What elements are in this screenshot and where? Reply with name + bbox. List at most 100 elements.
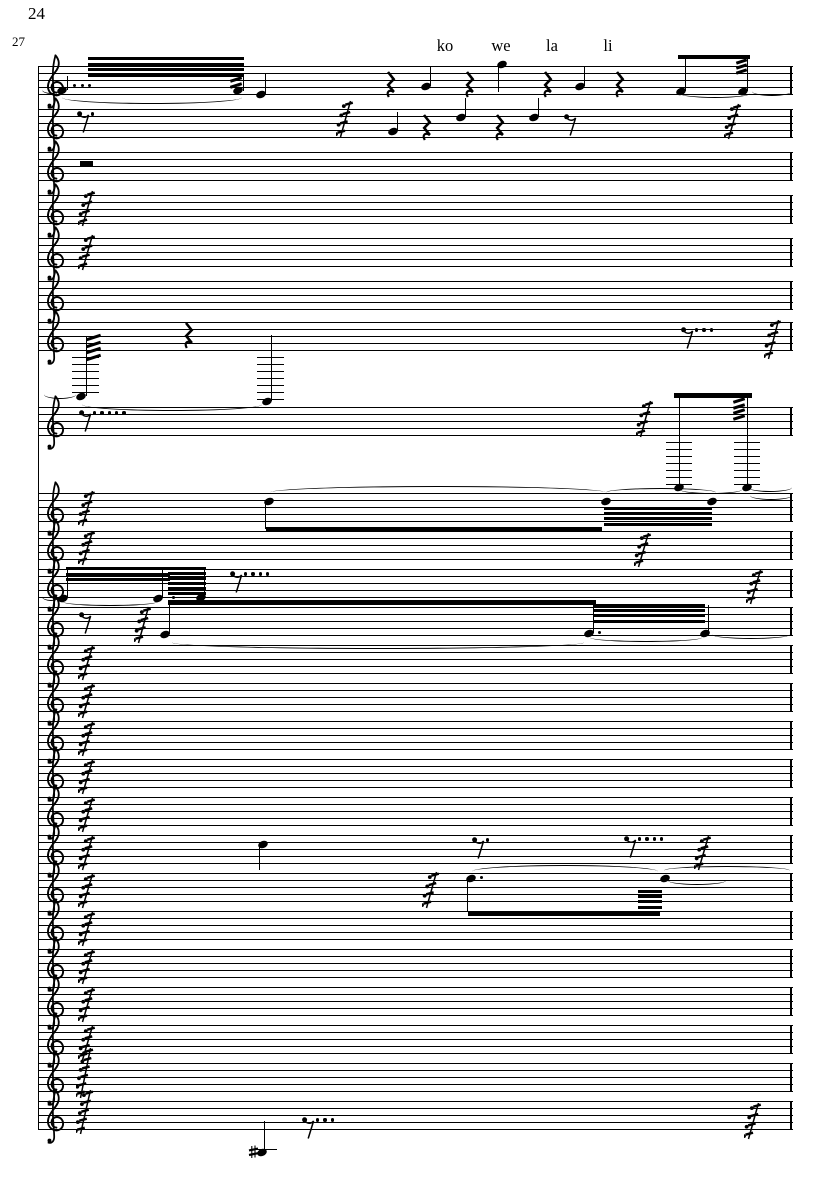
eighth-rest-icon[interactable]: [563, 113, 577, 137]
barline: [789, 683, 792, 712]
ledger-line: [734, 442, 760, 444]
beam: [168, 592, 206, 595]
tremolo-rest-icon[interactable]: [78, 835, 96, 871]
tremolo-rest-icon[interactable]: [76, 1047, 94, 1099]
quarter-rest-icon[interactable]: [182, 322, 194, 349]
lyric-syllable[interactable]: la: [546, 36, 558, 55]
tremolo-beams: [593, 604, 705, 607]
staff-lines: [38, 835, 793, 864]
note-stem: [264, 502, 266, 529]
eighth-rest-icon[interactable]: [623, 835, 637, 859]
quarter-rest-icon[interactable]: [541, 71, 553, 98]
barline: [789, 797, 792, 826]
slur: [62, 597, 158, 606]
eighth-rest-icon[interactable]: [471, 836, 485, 860]
ledger-line: [666, 456, 692, 458]
treble-clef-icon: [42, 139, 66, 197]
page-number: 24: [28, 4, 45, 23]
treble-clef-icon: [42, 96, 66, 154]
tremolo-rest-icon[interactable]: [78, 234, 96, 271]
eighth-rest-icon[interactable]: [78, 409, 92, 433]
barline: [789, 1101, 792, 1130]
augmentation-dot: [91, 112, 95, 116]
tremolo-rest-icon[interactable]: [78, 721, 96, 757]
barline: [789, 607, 792, 636]
staff-lines: [38, 281, 793, 310]
tremolo-beams: [638, 905, 662, 909]
note-stem: [242, 77, 244, 91]
treble-clef-icon: [42, 268, 66, 326]
tremolo-rest-icon[interactable]: [78, 797, 96, 833]
eighth-rest-icon[interactable]: [78, 611, 92, 635]
eighth-rest-icon[interactable]: [229, 570, 243, 594]
beam: [88, 62, 244, 66]
tremolo-rest-icon[interactable]: [422, 871, 440, 909]
note-stem: [264, 74, 266, 94]
staff-lines: [38, 109, 793, 138]
tremolo-beams: [593, 614, 705, 618]
eighth-rest-icon[interactable]: [301, 1116, 315, 1140]
barline: [789, 835, 792, 864]
tremolo-rest-icon[interactable]: [78, 949, 96, 985]
note-stem: [263, 1121, 265, 1153]
tremolo-rest-icon[interactable]: [746, 569, 764, 605]
treble-clef-icon: [42, 1088, 66, 1146]
note-stem: [537, 98, 539, 117]
staff-lines: [38, 531, 793, 560]
augmentation-dot: [88, 84, 92, 88]
quarter-rest-icon[interactable]: [493, 114, 505, 141]
beam: [674, 393, 752, 398]
ledger-line: [72, 364, 99, 366]
tie: [712, 630, 790, 639]
tremolo-rest-icon[interactable]: [78, 645, 96, 681]
tremolo-rest-icon[interactable]: [636, 400, 654, 438]
treble-clef-icon: [42, 309, 66, 367]
tremolo-rest-icon[interactable]: [78, 530, 96, 566]
tremolo-rest-icon[interactable]: [78, 490, 96, 527]
augmentation-dot: [638, 837, 642, 841]
lyric-syllable[interactable]: ko: [436, 36, 454, 55]
tremolo-rest-icon[interactable]: [724, 103, 742, 140]
ledger-line: [734, 456, 760, 458]
staff-lines: [38, 322, 793, 351]
tremolo-rest-icon[interactable]: [78, 873, 96, 909]
tremolo-rest-icon[interactable]: [78, 911, 96, 947]
staff-lines: [38, 152, 793, 181]
eighth-rest-icon[interactable]: [76, 110, 90, 134]
eighth-rest-icon[interactable]: [680, 326, 694, 350]
lyric-syllable[interactable]: we: [491, 36, 511, 55]
quarter-rest-icon[interactable]: [463, 71, 475, 98]
half-rest-icon[interactable]: [80, 160, 93, 166]
tremolo-rest-icon[interactable]: [744, 1102, 762, 1140]
beam: [168, 600, 596, 605]
augmentation-dot: [258, 572, 262, 576]
tremolo-rest-icon[interactable]: [134, 606, 152, 644]
quarter-rest-icon[interactable]: [613, 71, 625, 98]
tie: [44, 390, 76, 399]
augmentation-dot: [93, 411, 97, 415]
tremolo-rest-icon[interactable]: [764, 319, 782, 360]
augmentation-dot: [100, 411, 104, 415]
tremolo-rest-icon[interactable]: [336, 100, 354, 138]
note-stem: [708, 605, 710, 633]
note-stem: [85, 336, 87, 396]
quarter-rest-icon[interactable]: [384, 71, 396, 98]
augmentation-dot: [265, 572, 270, 576]
tremolo-rest-icon[interactable]: [76, 1089, 94, 1135]
lyric-syllable[interactable]: li: [603, 36, 613, 55]
barline: [789, 238, 792, 267]
quarter-rest-icon[interactable]: [420, 114, 432, 141]
augmentation-dot: [316, 1118, 320, 1122]
augmentation-dot: [244, 572, 248, 576]
ledger-line: [72, 357, 99, 359]
tie: [752, 87, 792, 96]
tremolo-rest-icon[interactable]: [78, 987, 96, 1023]
note-stem: [270, 335, 272, 401]
tremolo-rest-icon[interactable]: [78, 759, 96, 795]
tremolo-rest-icon[interactable]: [78, 683, 96, 719]
slur: [680, 89, 750, 98]
tremolo-rest-icon[interactable]: [634, 532, 652, 568]
tremolo-rest-icon[interactable]: [78, 190, 96, 227]
note-stem: [258, 846, 260, 870]
beam: [168, 572, 206, 575]
